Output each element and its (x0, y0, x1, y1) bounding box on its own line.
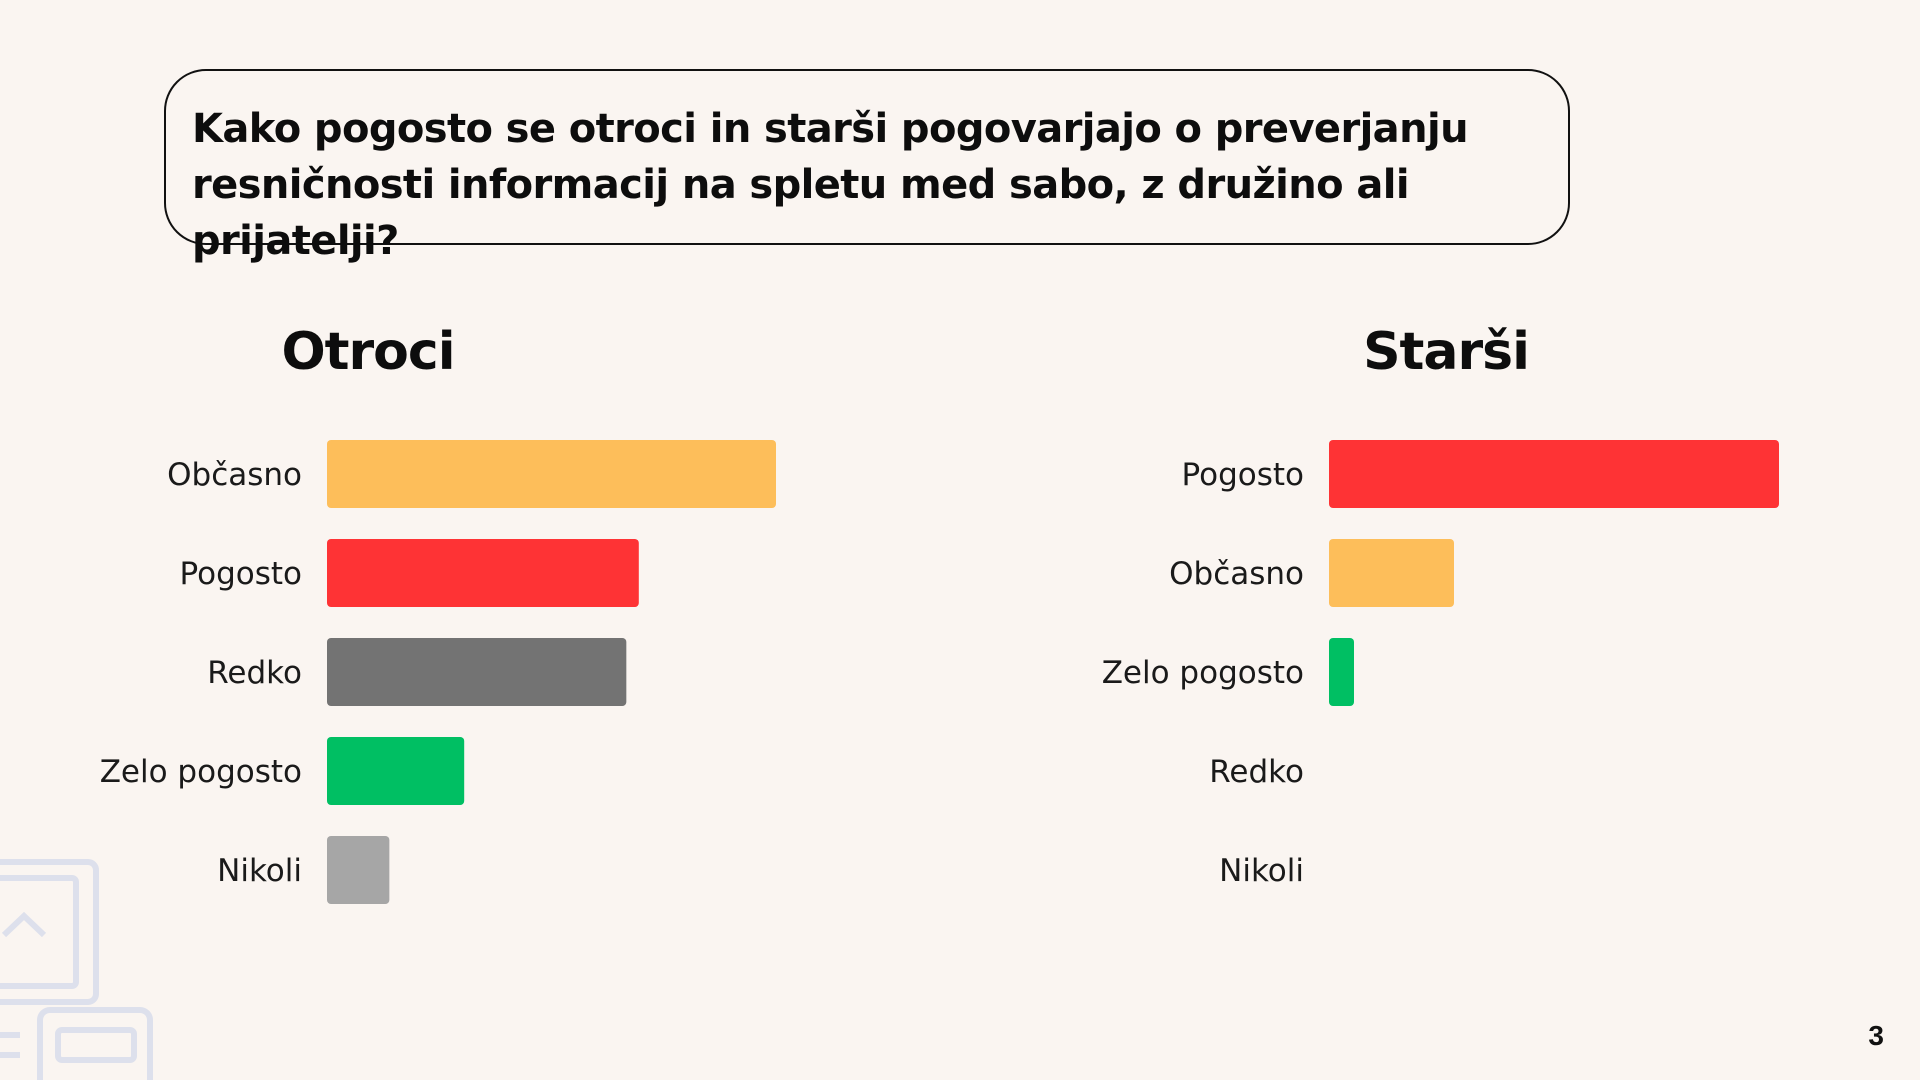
chart-title-starsi: Starši (1363, 322, 1530, 382)
chart-title-otroci: Otroci (281, 322, 455, 382)
tick-label-starsi-4: Nikoli (1219, 853, 1304, 889)
tick-label-starsi-2: Zelo pogosto (1102, 655, 1304, 691)
question-box: Kako pogosto se otroci in starši pogovar… (164, 69, 1570, 264)
page-number: 3 (1868, 1020, 1884, 1051)
bar-otroci-2 (327, 638, 627, 706)
bar-starsi-2 (1329, 638, 1354, 706)
tick-label-starsi-0: Pogosto (1182, 457, 1304, 493)
tick-label-otroci-1: Pogosto (180, 556, 302, 592)
tick-label-starsi-1: Občasno (1169, 556, 1304, 592)
bar-otroci-0 (327, 440, 776, 508)
decorative-device-icon (0, 859, 153, 1080)
tick-label-otroci-2: Redko (207, 655, 302, 691)
bar-starsi-1 (1329, 539, 1454, 607)
tick-label-otroci-3: Zelo pogosto (100, 754, 302, 790)
tick-label-otroci-4: Nikoli (217, 853, 302, 889)
bar-otroci-4 (327, 836, 390, 904)
bar-otroci-1 (327, 539, 639, 607)
tick-label-starsi-3: Redko (1209, 754, 1304, 790)
tick-label-otroci-0: Občasno (167, 457, 302, 493)
bar-starsi-0 (1329, 440, 1779, 508)
question-text: Kako pogosto se otroci in starši pogovar… (192, 106, 1469, 264)
bar-otroci-3 (327, 737, 465, 805)
